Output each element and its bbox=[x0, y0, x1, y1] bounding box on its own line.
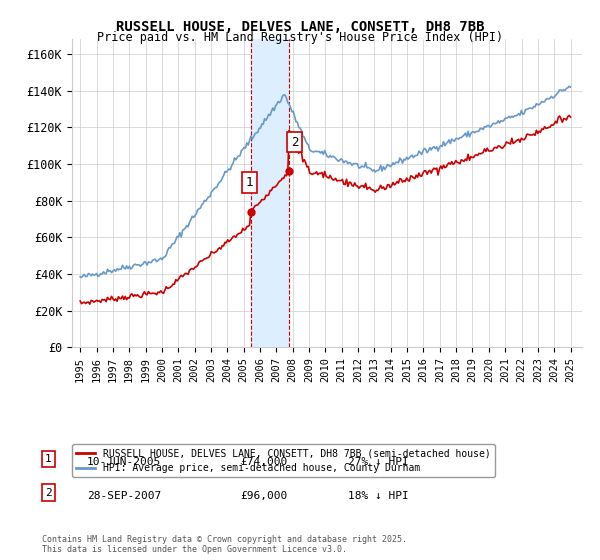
Text: 1: 1 bbox=[45, 454, 52, 464]
Text: £96,000: £96,000 bbox=[240, 491, 287, 501]
Text: 27% ↓ HPI: 27% ↓ HPI bbox=[348, 457, 409, 467]
Text: RUSSELL HOUSE, DELVES LANE, CONSETT, DH8 7BB: RUSSELL HOUSE, DELVES LANE, CONSETT, DH8… bbox=[116, 20, 484, 34]
Text: 2: 2 bbox=[45, 488, 52, 498]
Text: £74,000: £74,000 bbox=[240, 457, 287, 467]
Text: 1: 1 bbox=[246, 176, 253, 189]
Text: Contains HM Land Registry data © Crown copyright and database right 2025.
This d: Contains HM Land Registry data © Crown c… bbox=[42, 535, 407, 554]
Legend: RUSSELL HOUSE, DELVES LANE, CONSETT, DH8 7BB (semi-detached house), HPI: Average: RUSSELL HOUSE, DELVES LANE, CONSETT, DH8… bbox=[72, 445, 494, 477]
Text: 10-JUN-2005: 10-JUN-2005 bbox=[87, 457, 161, 467]
Text: 2: 2 bbox=[291, 136, 299, 148]
Text: 28-SEP-2007: 28-SEP-2007 bbox=[87, 491, 161, 501]
Text: 18% ↓ HPI: 18% ↓ HPI bbox=[348, 491, 409, 501]
Text: Price paid vs. HM Land Registry's House Price Index (HPI): Price paid vs. HM Land Registry's House … bbox=[97, 31, 503, 44]
Bar bbox=[251, 39, 289, 347]
